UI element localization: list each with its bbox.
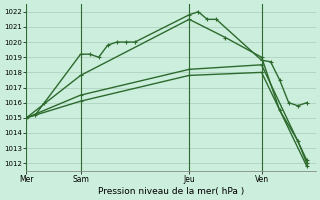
X-axis label: Pression niveau de la mer( hPa ): Pression niveau de la mer( hPa ) xyxy=(98,187,244,196)
